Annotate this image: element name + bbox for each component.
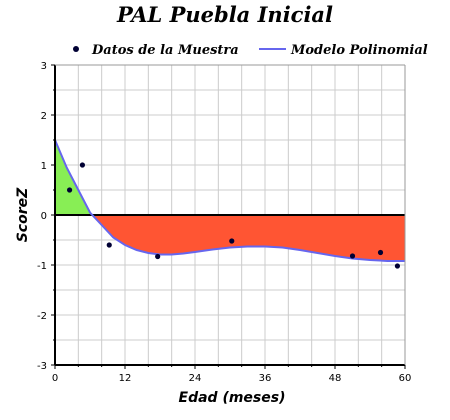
y-tick-label: -2 — [37, 311, 47, 322]
x-tick-label: 0 — [52, 373, 58, 384]
model-curve — [54, 139, 405, 262]
y-tick-label: 2 — [41, 111, 47, 122]
x-tick-label: 12 — [119, 373, 132, 384]
y-tick-label: -3 — [37, 361, 47, 372]
fill-above-zero — [55, 140, 93, 215]
data-point — [394, 263, 401, 269]
data-point — [79, 162, 86, 168]
fill-below-zero — [92, 215, 405, 261]
x-tick-label: 24 — [189, 373, 202, 384]
data-point — [229, 238, 235, 244]
data-point — [155, 253, 161, 260]
legend-marker-datos — [73, 46, 79, 52]
legend-label-datos: Datos de la Muestra — [91, 43, 239, 58]
x-tick-label: 36 — [259, 373, 272, 384]
data-point — [106, 242, 112, 248]
data-point — [66, 187, 73, 193]
x-tick-label: 60 — [399, 373, 412, 384]
y-tick-label: -1 — [37, 261, 47, 272]
x-tick-label: 48 — [329, 373, 342, 384]
y-tick-label: 3 — [41, 61, 47, 72]
chart-title: PAL Puebla Inicial — [116, 2, 333, 27]
legend-label-modelo: Modelo Polinomial — [290, 43, 428, 58]
y-axis-title: ScoreZ — [15, 187, 31, 242]
y-tick-label: 1 — [41, 161, 47, 172]
data-point — [349, 253, 356, 259]
legend: Datos de la Muestra Modelo Polinomial — [73, 43, 428, 58]
y-tick-label: 0 — [41, 211, 47, 222]
x-axis-title: Edad (meses) — [179, 390, 286, 406]
data-point — [377, 249, 384, 256]
